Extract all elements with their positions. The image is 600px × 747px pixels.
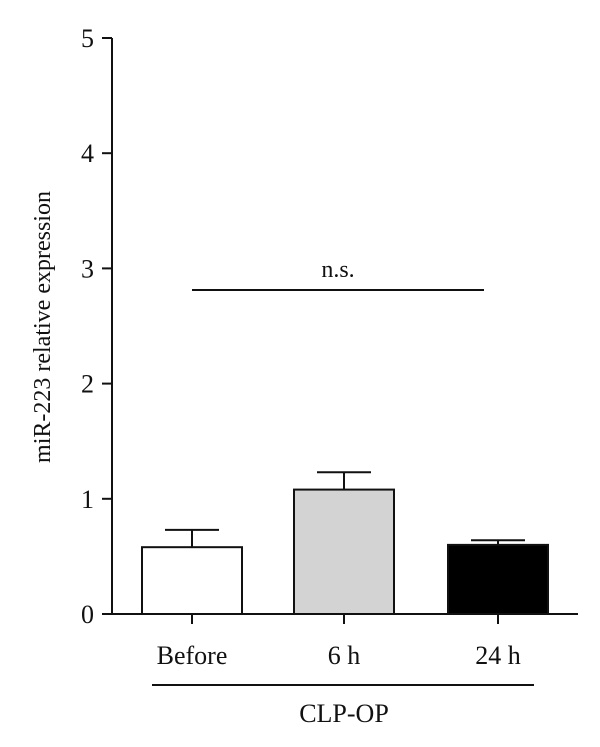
bar [293, 488, 395, 616]
x-tick-label: 6 h [328, 641, 361, 670]
y-tick-label: 0 [81, 600, 94, 629]
significance-label: n.s. [321, 257, 354, 283]
bars-group [141, 488, 549, 616]
y-tick-label: 2 [81, 370, 94, 399]
y-tick-label: 5 [81, 24, 94, 53]
y-axis-label: miR-223 relative expression [30, 191, 56, 463]
x-tick-label: 24 h [475, 641, 521, 670]
bar [447, 543, 549, 616]
x-ticks-group: Before 6 h 24 h [157, 614, 521, 670]
bar [141, 546, 243, 616]
y-tick-label: 3 [81, 254, 94, 283]
error-bars-group [165, 471, 525, 548]
y-tick-label: 1 [81, 485, 94, 514]
group-label: CLP-OP [299, 699, 389, 728]
y-tick-label: 4 [81, 139, 94, 168]
y-ticks-group: 0 1 2 3 4 5 [81, 24, 112, 629]
x-tick-label: Before [157, 641, 228, 670]
